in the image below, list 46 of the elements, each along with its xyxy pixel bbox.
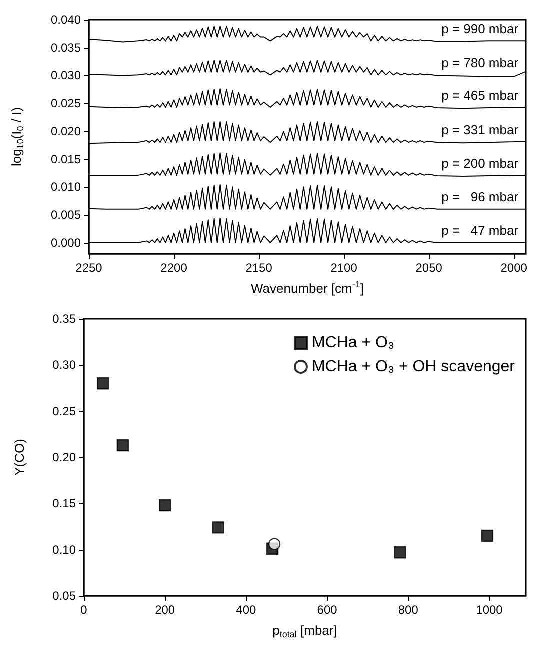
point	[481, 530, 494, 542]
y-tick-label: 0.000	[50, 236, 82, 250]
series-label: p = 47 mbar	[442, 222, 520, 238]
x-tick-label: 2200	[160, 261, 188, 275]
x-tick-label: 2000	[500, 261, 528, 275]
series-label: p = 96 mbar	[442, 189, 520, 204]
series-label: p = 780 mbar	[442, 56, 520, 71]
x-tick-label: 800	[398, 603, 419, 617]
y-axis-title: Y(CO)	[12, 439, 27, 476]
y-tick-label: 0.10	[52, 542, 76, 557]
x-tick-label: 2150	[246, 261, 273, 275]
x-tick-label: 2050	[416, 261, 443, 275]
y-axis-title: log10(I0 / I)	[9, 107, 26, 167]
point	[394, 546, 406, 559]
point	[116, 439, 130, 452]
x-tick-label: 200	[155, 603, 176, 617]
y-tick-label: 0.20	[52, 450, 76, 464]
series-label: p = 331 mbar	[442, 122, 520, 138]
y-tick-label: 0.30	[52, 358, 76, 372]
y-tick-label: 0.35	[52, 312, 76, 326]
series-label: p = 465 mbar	[442, 88, 520, 104]
legend-label: MCHa + O₃	[312, 334, 394, 352]
y-tick-label: 0.015	[50, 152, 82, 166]
y-tick-label: 0.05	[52, 589, 76, 603]
y-tick-label: 0.15	[52, 496, 76, 511]
x-tick-label: 2100	[330, 261, 358, 275]
x-tick-label: 2250	[76, 261, 103, 275]
y-tick-label: 0.040	[50, 13, 82, 27]
y-tick-label: 0.020	[50, 124, 82, 138]
y-tick-label: 0.25	[52, 404, 76, 418]
y-tick-label: 0.005	[50, 208, 82, 222]
point	[212, 522, 224, 534]
legend-label: MCHa + O₃ + OH scavenger	[312, 358, 516, 376]
x-tick-label: 600	[317, 603, 338, 617]
x-tick-label: 0	[80, 603, 88, 617]
point	[268, 538, 281, 550]
y-tick-label: 0.010	[50, 180, 82, 194]
y-tick-label: 0.035	[50, 40, 82, 55]
point	[96, 378, 110, 390]
series-label: p = 200 mbar	[442, 156, 520, 171]
x-tick-label: 1000	[476, 603, 504, 617]
y-tick-label: 0.025	[50, 96, 82, 111]
series-label: p = 990 mbar	[442, 22, 520, 37]
x-tick-label: 400	[236, 603, 257, 617]
y-tick-label: 0.030	[50, 68, 82, 83]
point	[159, 499, 172, 512]
